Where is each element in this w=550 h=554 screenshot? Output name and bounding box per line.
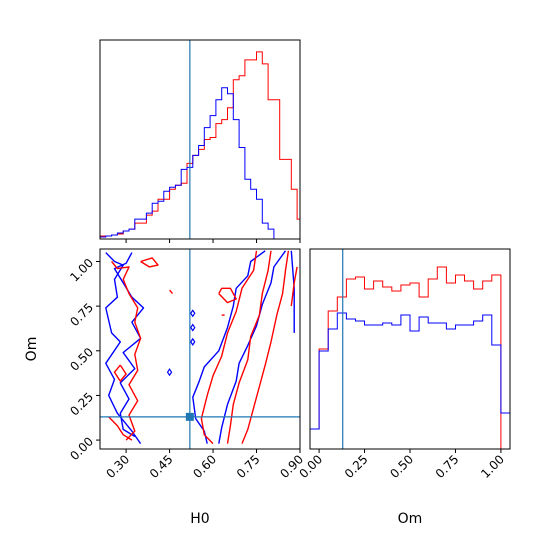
x-tick-label: 0.45 <box>147 452 176 481</box>
contour-red-10 <box>218 287 237 304</box>
panel-H0-marginal <box>99 39 301 243</box>
x-tick-label: 0.25 <box>342 452 371 481</box>
panel-H0-Om-2d: 0.30 0.45 0.60 0.75 0.900.000.250.500.751.00… <box>24 248 306 527</box>
axes-frame <box>99 39 301 240</box>
axes-frame <box>309 248 511 450</box>
contour-blue-mark <box>190 309 196 318</box>
contour-blue-3 <box>218 250 287 444</box>
hist-series-1 <box>309 312 510 449</box>
contour-blue-2 <box>192 250 266 444</box>
x-tick-label: 0.75 <box>433 452 462 481</box>
x-tick-label: 0.50 <box>387 452 416 481</box>
contour-red-8 <box>140 257 159 268</box>
contour-red-7 <box>113 364 127 382</box>
contour-red-13 <box>226 250 272 444</box>
y-axis-label-Om: Om <box>24 337 40 362</box>
contour-red-12 <box>200 250 258 445</box>
contour-red-15 <box>290 266 298 307</box>
x-tick-label: 0.30 <box>103 452 132 481</box>
hist-series-1 <box>99 87 300 240</box>
x-axis-label-Om: Om <box>398 511 423 527</box>
contour-red-5 <box>111 261 142 441</box>
contour-red-9 <box>169 289 174 295</box>
x-tick-label: 0.60 <box>190 452 219 481</box>
y-tick-label: 0.25 <box>67 390 96 419</box>
truth-point <box>185 412 194 421</box>
y-tick-label: 1.00 <box>67 256 96 285</box>
contour-blue-mark <box>166 368 173 377</box>
y-tick-label: 0.00 <box>67 434 96 463</box>
contour-red-6 <box>108 416 133 441</box>
hist-series-0 <box>309 266 510 450</box>
contour-red-14 <box>241 250 290 444</box>
y-tick-label: 0.75 <box>67 300 96 329</box>
contour-group <box>105 250 298 445</box>
y-tick-label: 0.50 <box>67 345 96 374</box>
contour-blue-mark <box>190 337 196 346</box>
axes-frame <box>99 248 301 450</box>
x-tick-label: 1.00 <box>478 452 507 481</box>
x-tick-label: 0.75 <box>234 452 263 481</box>
contour-blue-mark <box>190 323 196 332</box>
x-axis-label-H0: H0 <box>190 511 209 527</box>
